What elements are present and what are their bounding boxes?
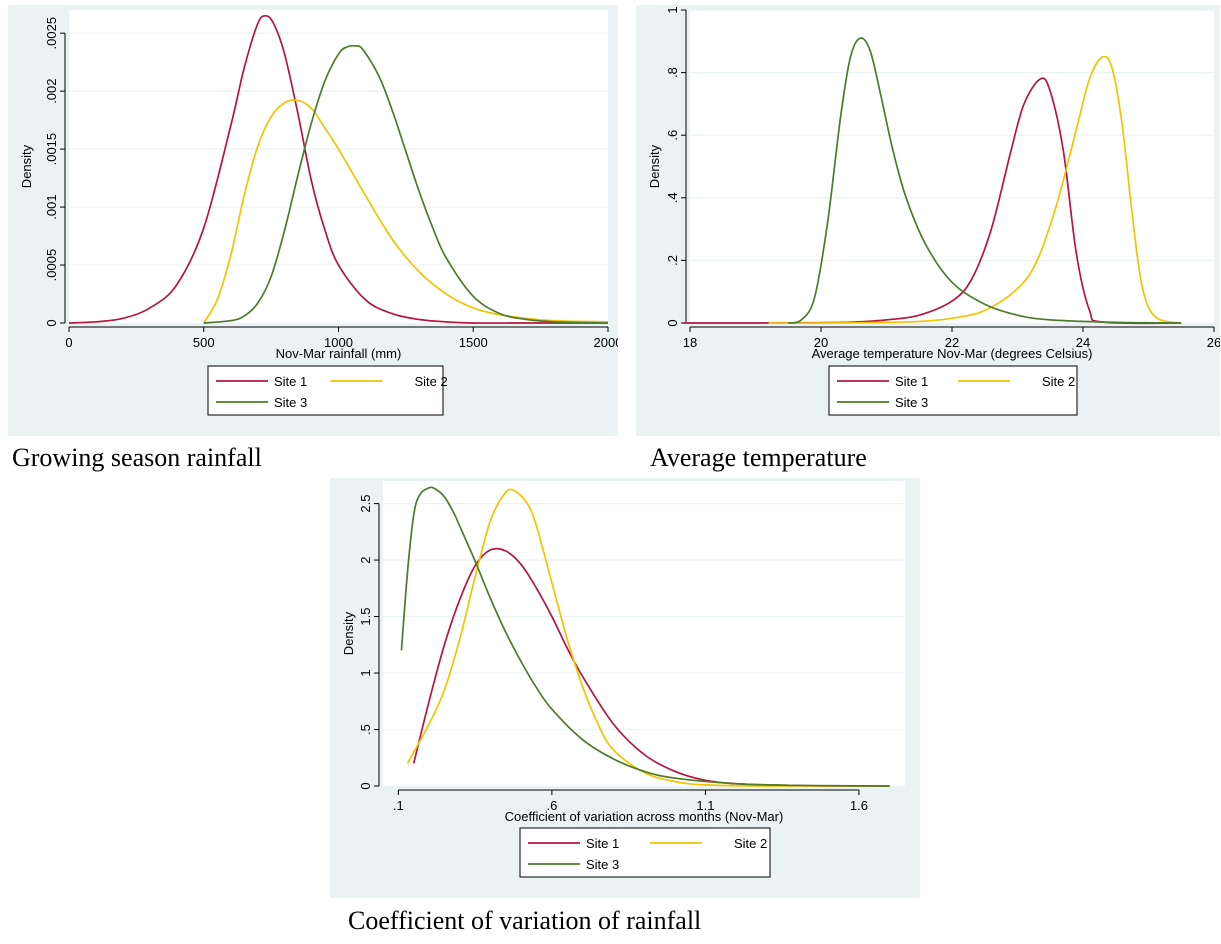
cv-chart: 0 .5 1 1.5 2 2.5 .1 .6 1.1 1.6 Coefficient of vari… bbox=[341, 481, 905, 878]
legend bbox=[519, 827, 771, 878]
legend-label-site-1: Site 1 bbox=[274, 374, 307, 389]
y-axis-title: Density bbox=[19, 144, 34, 188]
y-tick-label: 1.5 bbox=[358, 608, 373, 626]
plot-area bbox=[383, 481, 905, 786]
y-tick-label: .6 bbox=[665, 130, 680, 141]
y-axis-title: Density bbox=[647, 144, 662, 188]
y-tick-label: .0005 bbox=[44, 249, 59, 282]
y-tick-label: 2.5 bbox=[358, 495, 373, 513]
y-tick-label: 0 bbox=[665, 319, 680, 326]
series-line-site-1 bbox=[68, 14, 608, 324]
legend-label-site-2: Site 2 bbox=[1042, 374, 1075, 389]
series-line-site-2 bbox=[203, 99, 609, 324]
legend-label-site-3: Site 3 bbox=[586, 857, 619, 872]
cv-panel: 0 .5 1 1.5 2 2.5 .1 .6 1.1 1.6 Coefficient of vari… bbox=[330, 478, 920, 898]
series-line-site-3 bbox=[400, 486, 890, 787]
x-tick-label: 24 bbox=[1076, 335, 1090, 350]
y-tick-label: .0025 bbox=[44, 17, 59, 50]
legend-label-site-2: Site 2 bbox=[734, 836, 767, 851]
legend-label-site-2: Site 2 bbox=[415, 374, 448, 389]
y-tick-label: .0015 bbox=[44, 133, 59, 166]
x-tick-label: 1.6 bbox=[850, 798, 868, 813]
x-tick-label: 1000 bbox=[324, 335, 353, 350]
y-tick-label: 1 bbox=[665, 6, 680, 13]
x-tick-label: 500 bbox=[193, 335, 215, 350]
x-tick-label: .6 bbox=[546, 798, 557, 813]
legend-label-site-3: Site 3 bbox=[895, 395, 928, 410]
plot-area bbox=[690, 10, 1214, 323]
y-tick-label: .001 bbox=[44, 194, 59, 219]
x-tick-label: 1500 bbox=[459, 335, 488, 350]
rainfall-panel: 0 .0005 .001 .0015 .002 .0025 0 500 1000 1500 2000… bbox=[8, 5, 618, 436]
legend-label-site-3: Site 3 bbox=[274, 395, 307, 410]
y-axis-title: Density bbox=[341, 611, 356, 655]
x-tick-label: 2000 bbox=[594, 335, 618, 350]
cv-caption: Coefficient of variation of rainfall bbox=[348, 906, 702, 935]
x-tick-label: 20 bbox=[814, 335, 828, 350]
rainfall-caption: Growing season rainfall bbox=[12, 443, 262, 472]
y-tick-label: 2 bbox=[358, 556, 373, 563]
y-tick-label: .2 bbox=[665, 255, 680, 266]
x-tick-label: .1 bbox=[393, 798, 404, 813]
series-line-site-3 bbox=[203, 44, 609, 324]
y-tick-label: .002 bbox=[44, 78, 59, 103]
x-tick-label: 0 bbox=[65, 335, 72, 350]
x-tick-label: 18 bbox=[683, 335, 697, 350]
y-tick-label: 0 bbox=[44, 319, 59, 326]
x-axis-title: Nov-Mar rainfall (mm) bbox=[276, 346, 402, 361]
legend bbox=[828, 365, 1078, 416]
x-tick-label: 26 bbox=[1207, 335, 1220, 350]
y-tick-label: .4 bbox=[665, 192, 680, 203]
y-tick-label: 1 bbox=[358, 669, 373, 676]
y-tick-label: 0 bbox=[358, 782, 373, 789]
x-tick-label: 22 bbox=[945, 335, 959, 350]
x-tick-label: 1.1 bbox=[696, 798, 714, 813]
legend-label-site-1: Site 1 bbox=[586, 836, 619, 851]
legend-label-site-1: Site 1 bbox=[895, 374, 928, 389]
legend bbox=[207, 365, 444, 416]
series-line-site-3 bbox=[788, 37, 1182, 324]
series-line-site-2 bbox=[768, 55, 1182, 324]
temperature-chart: 0 .2 .4 .6 .8 1 18 20 22 24 26 Average temperature … bbox=[647, 6, 1220, 416]
x-axis-title: Coefficient of variation across months (… bbox=[505, 809, 784, 824]
temperature-panel: 0 .2 .4 .6 .8 1 18 20 22 24 26 Average temperature … bbox=[636, 5, 1220, 436]
series-line-site-2 bbox=[406, 488, 890, 787]
rainfall-chart: 0 .0005 .001 .0015 .002 .0025 0 500 1000 1500 2000… bbox=[19, 10, 618, 416]
y-tick-label: .5 bbox=[358, 724, 373, 735]
y-tick-label: .8 bbox=[665, 67, 680, 78]
plot-area bbox=[69, 10, 608, 323]
x-axis-title: Average temperature Nov-Mar (degrees Cel… bbox=[812, 346, 1093, 361]
temperature-caption: Average temperature bbox=[650, 443, 867, 472]
